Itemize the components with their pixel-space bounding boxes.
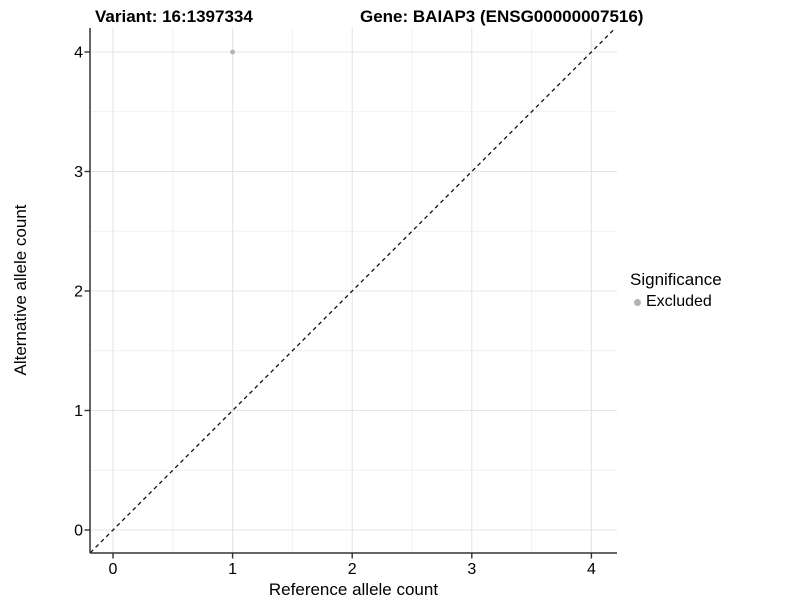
gene-title: Gene: BAIAP3 (ENSG00000007516) [360, 7, 644, 26]
x-tick-label: 3 [467, 561, 476, 578]
y-tick-label: 0 [74, 523, 83, 540]
legend: Significance Excluded [630, 270, 722, 311]
x-tick-label: 1 [228, 561, 237, 578]
y-tick-label: 2 [74, 284, 83, 301]
x-tick-label: 2 [348, 561, 357, 578]
x-tick-label: 4 [587, 561, 596, 578]
identity-dashed-line [90, 28, 617, 553]
y-tick-label: 4 [74, 45, 83, 62]
legend-title: Significance [630, 270, 722, 289]
y-axis-label: Alternative allele count [11, 204, 30, 376]
x-tick-label: 0 [109, 561, 118, 578]
legend-item-excluded: Excluded [630, 293, 722, 311]
legend-item-label: Excluded [646, 293, 712, 310]
y-tick-label: 3 [74, 164, 83, 181]
variant-title: Variant: 16:1397334 [95, 7, 253, 26]
data-point [230, 49, 236, 55]
x-axis-label: Reference allele count [268, 580, 439, 599]
y-tick-label: 1 [74, 403, 83, 420]
legend-point-icon [634, 298, 641, 306]
